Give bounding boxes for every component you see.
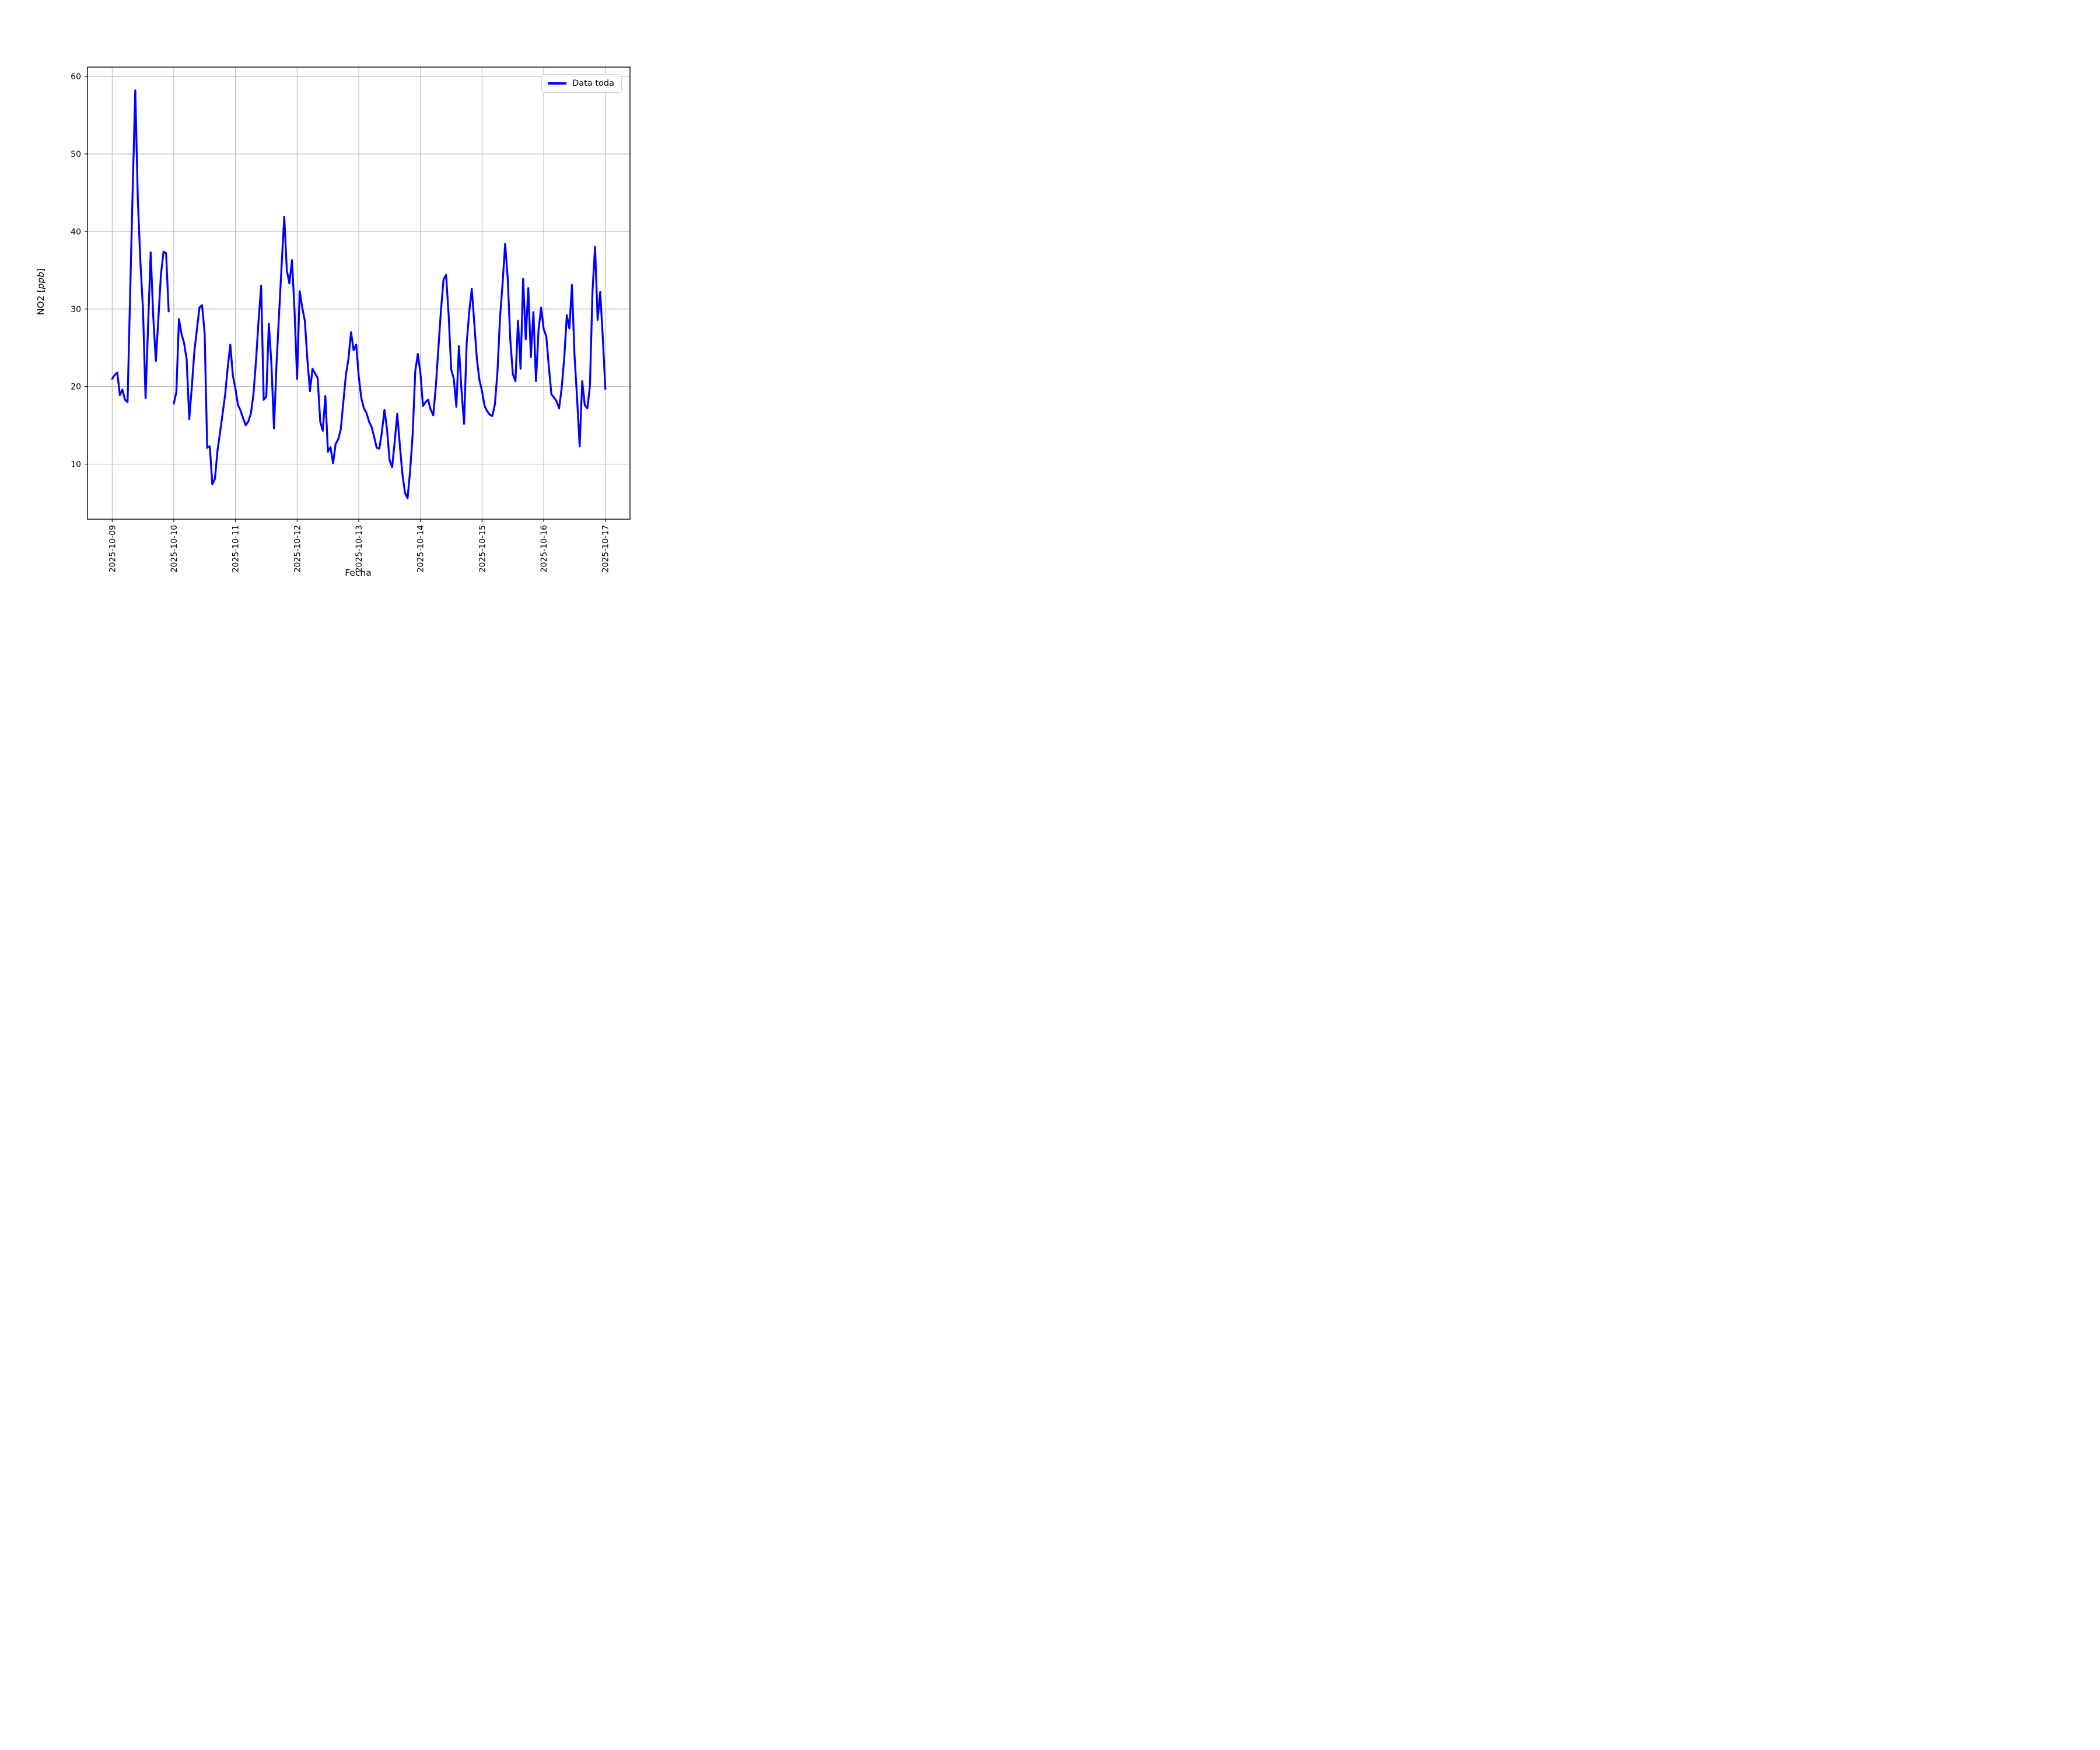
x-tick-label: 2025-10-10 <box>170 525 179 572</box>
y-axis-label-prefix: NO2 [ <box>36 289 46 316</box>
y-axis-label-unit: ppb <box>36 271 46 289</box>
x-tick-label: 2025-10-09 <box>108 525 117 572</box>
matplotlib-figure: 10 20 30 40 50 60 2025-10-09 2025-10-10 2025-10-… <box>0 0 700 583</box>
y-tick-label: 30 <box>71 305 81 314</box>
y-tick-label: 20 <box>71 383 81 392</box>
x-tick-label: 2025-10-11 <box>232 525 241 572</box>
x-tick-label: 2025-10-14 <box>416 525 426 572</box>
legend-label: Data toda <box>572 79 614 88</box>
x-tick-label: 2025-10-12 <box>293 525 302 572</box>
y-axis-label: NO2 [ppb] <box>36 268 46 315</box>
x-tick-label: 2025-10-16 <box>540 525 549 572</box>
y-axis-label-suffix: ] <box>36 268 46 272</box>
chart-canvas: 10 20 30 40 50 60 2025-10-09 2025-10-10 2025-10-… <box>71 66 631 572</box>
y-tick-label: 50 <box>71 150 81 159</box>
x-tick-label: 2025-10-15 <box>478 525 487 572</box>
y-tick-label: 10 <box>71 460 81 470</box>
y-tick-label: 40 <box>71 228 81 237</box>
legend-line-sample <box>548 82 567 85</box>
legend: Data toda <box>541 74 622 93</box>
y-tick-label: 60 <box>71 72 81 82</box>
data-line-series <box>111 89 607 499</box>
x-axis-label: Fecha <box>345 568 372 578</box>
x-tick-label: 2025-10-13 <box>355 525 364 572</box>
x-tick-label: 2025-10-17 <box>601 525 611 572</box>
